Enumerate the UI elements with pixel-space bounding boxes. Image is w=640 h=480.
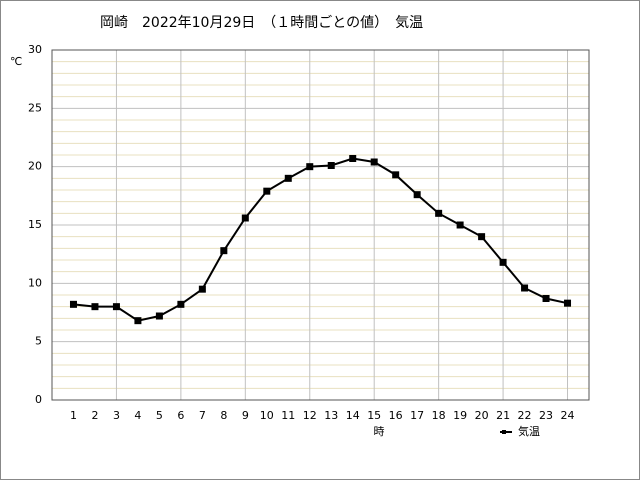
x-tick-label: 12 xyxy=(303,409,317,422)
y-tick-label: 25 xyxy=(28,101,42,114)
point xyxy=(198,285,206,293)
point xyxy=(177,300,185,308)
point xyxy=(91,303,99,311)
point xyxy=(542,295,550,302)
y-tick-label: 30 xyxy=(28,43,42,56)
x-tick-label: 15 xyxy=(367,409,381,422)
x-tick-label: 4 xyxy=(134,409,141,422)
x-tick-label: 22 xyxy=(518,409,532,422)
y-tick-label: 0 xyxy=(35,393,42,406)
y-tick-label: 15 xyxy=(28,218,42,231)
x-tick-label: 19 xyxy=(453,409,467,422)
x-tick-label: 20 xyxy=(475,409,489,422)
point xyxy=(435,209,443,217)
x-label: 時 xyxy=(374,425,385,438)
x-tick-label: 16 xyxy=(389,409,403,422)
point xyxy=(413,191,421,199)
point xyxy=(284,174,292,182)
point xyxy=(263,187,271,195)
point xyxy=(370,158,378,166)
x-tick-label: 18 xyxy=(432,409,446,422)
legend-label: 気温 xyxy=(518,424,540,438)
x-tick-label: 9 xyxy=(242,409,249,422)
point xyxy=(220,247,228,255)
x-tick-label: 3 xyxy=(113,409,120,422)
chart-title: 岡崎 2022年10月29日 （１時間ごとの値） 気温 xyxy=(100,15,423,31)
point xyxy=(306,163,314,171)
point xyxy=(521,284,529,292)
x-tick-label: 10 xyxy=(260,409,274,422)
point xyxy=(392,171,400,179)
point xyxy=(134,317,142,325)
x-tick-label: 1 xyxy=(70,409,77,422)
plot-border xyxy=(51,49,590,401)
x-tick-label: 17 xyxy=(410,409,424,422)
point xyxy=(327,162,335,169)
legend-marker xyxy=(502,430,506,434)
x-tick-label: 24 xyxy=(561,409,575,422)
x-tick-label: 6 xyxy=(177,409,184,422)
x-tick-label: 23 xyxy=(539,409,553,422)
x-tick-label: 21 xyxy=(496,409,510,422)
x-tick-label: 5 xyxy=(156,409,163,422)
y-unit: ℃ xyxy=(10,55,22,68)
x-tick-label: 8 xyxy=(220,409,227,422)
x-tick-label: 11 xyxy=(281,409,295,422)
point xyxy=(349,155,357,162)
x-tick-label: 14 xyxy=(346,409,360,422)
point xyxy=(564,299,572,307)
point xyxy=(155,312,163,320)
point xyxy=(241,214,249,222)
x-tick-label: 13 xyxy=(324,409,338,422)
y-tick-label: 10 xyxy=(28,276,42,289)
series-line xyxy=(73,157,568,322)
point xyxy=(112,303,120,311)
point xyxy=(69,300,77,308)
point xyxy=(456,221,464,229)
x-tick-label: 7 xyxy=(199,409,206,422)
point xyxy=(499,258,507,266)
x-tick-label: 2 xyxy=(91,409,98,422)
y-tick-label: 20 xyxy=(28,160,42,173)
y-tick-label: 5 xyxy=(35,335,42,348)
point xyxy=(478,233,486,241)
